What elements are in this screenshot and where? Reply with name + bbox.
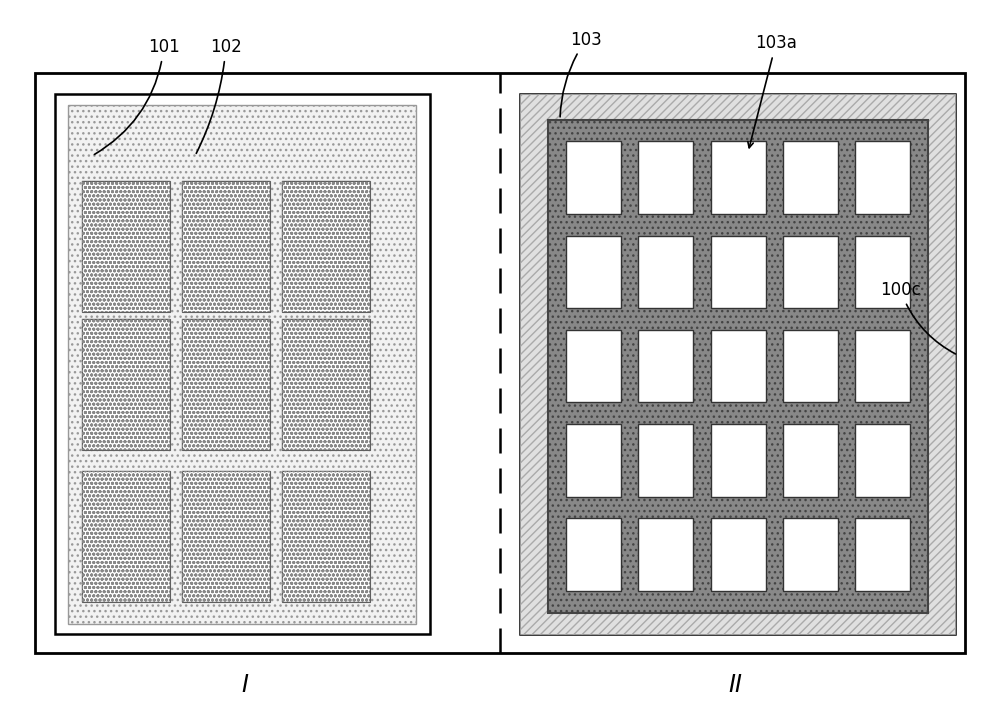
Bar	[520, 94, 955, 634]
Bar	[710, 518, 766, 591]
Bar	[548, 120, 928, 613]
Bar	[82, 471, 170, 602]
Bar	[638, 518, 693, 591]
Text: 100c: 100c	[880, 281, 956, 354]
Bar	[282, 471, 370, 602]
Bar	[783, 518, 838, 591]
Bar	[82, 471, 170, 602]
Bar	[783, 424, 838, 497]
Bar	[68, 105, 416, 624]
Bar	[710, 424, 766, 497]
Bar	[566, 330, 620, 402]
Bar	[182, 181, 270, 312]
Bar	[55, 94, 430, 634]
Bar	[638, 141, 693, 214]
Bar	[520, 94, 955, 634]
Bar	[182, 181, 270, 312]
Bar	[82, 181, 170, 312]
Bar	[638, 236, 693, 308]
Bar	[35, 72, 965, 652]
Text: I: I	[242, 673, 248, 697]
Bar	[566, 518, 620, 591]
Bar	[710, 236, 766, 308]
Bar	[282, 181, 370, 312]
Bar	[566, 424, 620, 497]
Bar	[783, 330, 838, 402]
Bar	[783, 141, 838, 214]
Text: 101: 101	[94, 38, 180, 154]
Bar	[783, 236, 838, 308]
Bar	[855, 236, 910, 308]
Text: 103: 103	[560, 31, 602, 117]
Bar	[182, 319, 270, 450]
Bar	[710, 330, 766, 402]
Bar	[82, 319, 170, 450]
Bar	[855, 141, 910, 214]
Text: 102: 102	[196, 38, 242, 154]
Bar	[638, 330, 693, 402]
Bar	[282, 181, 370, 312]
Bar	[566, 236, 620, 308]
Bar	[282, 319, 370, 450]
Bar	[182, 471, 270, 602]
Bar	[855, 330, 910, 402]
Bar	[710, 141, 766, 214]
Text: II: II	[728, 673, 742, 697]
Bar	[182, 319, 270, 450]
Bar	[855, 518, 910, 591]
Bar	[638, 424, 693, 497]
Bar	[855, 424, 910, 497]
Bar	[282, 471, 370, 602]
Bar	[566, 141, 620, 214]
Bar	[82, 319, 170, 450]
Bar	[82, 181, 170, 312]
Text: 103a: 103a	[748, 35, 797, 148]
Bar	[182, 471, 270, 602]
Bar	[282, 319, 370, 450]
